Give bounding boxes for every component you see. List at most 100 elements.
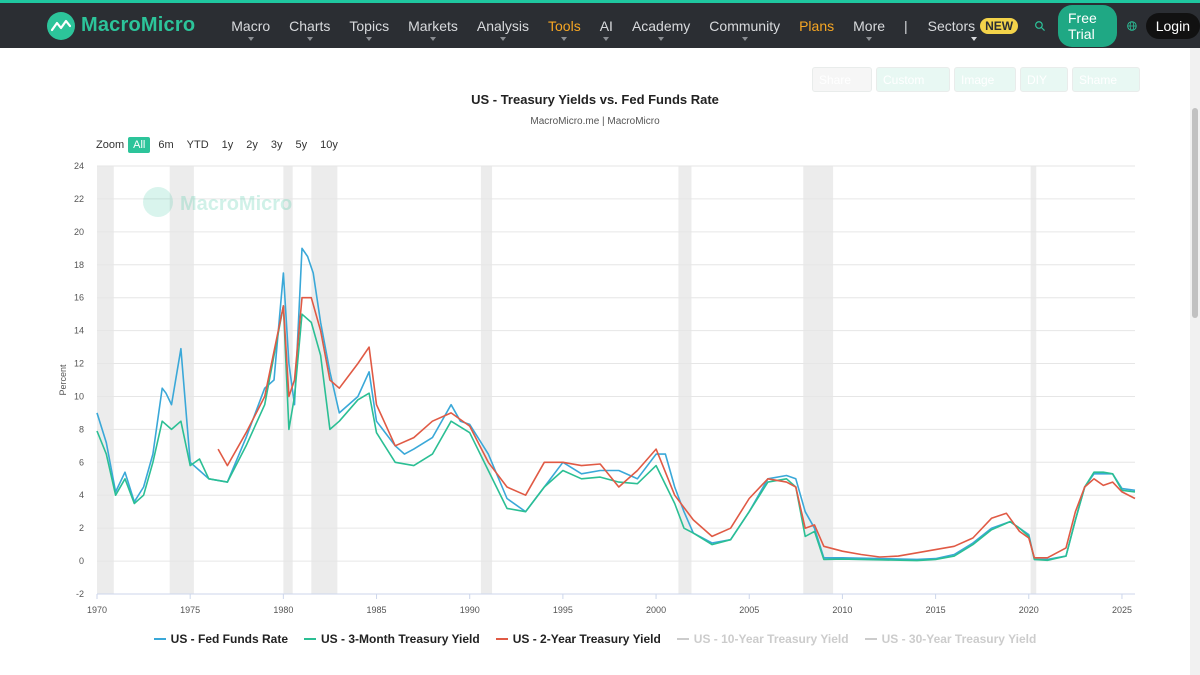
zoom-option-all[interactable]: All bbox=[128, 137, 151, 153]
legend-item[interactable]: US - 30-Year Treasury Yield bbox=[864, 632, 1036, 646]
x-tick-label: 1990 bbox=[460, 605, 480, 615]
legend-swatch bbox=[676, 638, 689, 640]
chevron-down-icon bbox=[366, 36, 373, 41]
zoom-option-ytd[interactable]: YTD bbox=[186, 139, 209, 151]
x-tick-label: 1980 bbox=[273, 605, 293, 615]
chart-legend: US - Fed Funds Rate US - 3-Month Treasury… bbox=[0, 632, 1190, 646]
x-tick-label: 2015 bbox=[926, 605, 946, 615]
main-nav: Macro Charts Topics Markets Analysis Tools AI A… bbox=[231, 17, 904, 41]
zoom-label: Zoom bbox=[96, 139, 125, 151]
login-button[interactable]: Login bbox=[1145, 12, 1200, 39]
nav-item-label: AI bbox=[599, 17, 613, 34]
nav-item-ai[interactable]: AI bbox=[599, 17, 613, 41]
x-tick-label: 2010 bbox=[832, 605, 852, 615]
toolbar-share-button[interactable]: Share bbox=[812, 67, 872, 92]
nav-item-analysis[interactable]: Analysis bbox=[476, 17, 530, 41]
chevron-down-icon bbox=[429, 36, 436, 41]
watermark-text: MacroMicro bbox=[180, 193, 292, 215]
legend-item[interactable]: US - 2-Year Treasury Yield bbox=[495, 632, 661, 646]
chart-title: US - Treasury Yields vs. Fed Funds Rate bbox=[471, 92, 719, 107]
y-tick-label: 6 bbox=[79, 457, 84, 467]
legend-label: US - 10-Year Treasury Yield bbox=[693, 632, 849, 646]
zoom-option-3y[interactable]: 3y bbox=[270, 139, 283, 151]
y-tick-label: 10 bbox=[74, 391, 84, 401]
nav-item-label: Community bbox=[709, 17, 781, 34]
y-tick-label: 24 bbox=[74, 161, 84, 171]
chevron-down-icon bbox=[306, 36, 313, 41]
legend-swatch bbox=[304, 638, 317, 640]
x-tick-label: 2000 bbox=[646, 605, 666, 615]
legend-item[interactable]: US - Fed Funds Rate bbox=[153, 632, 288, 646]
zoom-option-2y[interactable]: 2y bbox=[246, 139, 258, 151]
chevron-down-icon bbox=[741, 36, 748, 41]
legend-swatch bbox=[864, 638, 877, 640]
legend-swatch bbox=[495, 638, 508, 640]
series-line-2 bbox=[217, 296, 1136, 559]
nav-item-community[interactable]: Community bbox=[709, 17, 781, 41]
y-tick-label: 16 bbox=[74, 293, 84, 303]
nav-item-tools[interactable]: Tools bbox=[548, 18, 581, 41]
series-line-1 bbox=[96, 305, 1136, 562]
legend-item[interactable]: US - 3-Month Treasury Yield bbox=[304, 632, 480, 646]
nav-item-label: Analysis bbox=[476, 17, 530, 34]
scrollbar-thumb[interactable] bbox=[1192, 108, 1198, 318]
nav-separator: | bbox=[904, 17, 908, 34]
toolbar-button-label: Custom bbox=[883, 72, 925, 87]
y-axis-label: Percent bbox=[58, 364, 68, 396]
legend-swatch bbox=[153, 638, 166, 640]
y-tick-label: 18 bbox=[74, 260, 84, 270]
nav-item-topics[interactable]: Topics bbox=[349, 18, 389, 41]
toolbar-custom-button[interactable]: Custom bbox=[876, 67, 950, 92]
search-icon[interactable] bbox=[1034, 17, 1046, 35]
x-tick-label: 1985 bbox=[367, 605, 387, 615]
nav-item-more[interactable]: More bbox=[853, 17, 886, 41]
x-tick-label: 2020 bbox=[1019, 605, 1039, 615]
y-tick-label: 0 bbox=[79, 556, 84, 566]
y-tick-label: 8 bbox=[79, 424, 84, 434]
chevron-down-icon bbox=[499, 36, 506, 41]
chevron-down-icon bbox=[561, 36, 568, 41]
y-tick-label: -2 bbox=[76, 589, 84, 599]
toolbar-button-label: Image bbox=[961, 72, 995, 87]
zoom-option-1y[interactable]: 1y bbox=[221, 139, 234, 151]
recession-band bbox=[169, 166, 194, 594]
x-tick-label: 2025 bbox=[1112, 605, 1132, 615]
zoom-selector: Zoom All 6m YTD 1y 2y 3y 5y 10y bbox=[96, 137, 346, 153]
toolbar-button-label: Shame bbox=[1079, 72, 1118, 87]
nav-item-label: More bbox=[853, 17, 886, 34]
nav-item-plans[interactable]: Plans bbox=[799, 18, 834, 34]
legend-label: US - 2-Year Treasury Yield bbox=[512, 632, 661, 646]
recession-band bbox=[803, 166, 834, 594]
nav-item-markets[interactable]: Markets bbox=[408, 18, 458, 41]
x-tick-label: 1970 bbox=[87, 605, 107, 615]
chevron-down-icon bbox=[866, 36, 873, 41]
recession-band bbox=[678, 166, 692, 594]
top-accent-bar bbox=[0, 0, 1200, 3]
free-trial-button[interactable]: Free Trial bbox=[1057, 4, 1117, 47]
legend-item[interactable]: US - 10-Year Treasury Yield bbox=[676, 632, 849, 646]
x-tick-label: 1975 bbox=[180, 605, 200, 615]
new-badge: NEW bbox=[980, 17, 1019, 34]
globe-icon[interactable] bbox=[1126, 17, 1138, 35]
nav-item-label: Academy bbox=[631, 17, 691, 34]
chevron-down-icon bbox=[603, 36, 610, 41]
zoom-option-10y[interactable]: 10y bbox=[320, 139, 338, 151]
toolbar-shame-button[interactable]: Shame bbox=[1072, 67, 1140, 92]
nav-item-macro[interactable]: Macro bbox=[231, 18, 270, 41]
nav-item-charts[interactable]: Charts bbox=[289, 18, 330, 41]
page-scrollbar[interactable] bbox=[1190, 48, 1200, 675]
series-line-0 bbox=[96, 247, 1136, 561]
brand-name: MacroMicro bbox=[81, 14, 196, 36]
toolbar-button-label: DIY bbox=[1027, 72, 1048, 87]
zoom-option-6m[interactable]: 6m bbox=[158, 139, 174, 151]
x-tick-label: 1995 bbox=[553, 605, 573, 615]
nav-item-academy[interactable]: Academy bbox=[631, 17, 691, 41]
toolbar-image-button[interactable]: Image bbox=[954, 67, 1016, 92]
brand-logo[interactable]: MacroMicro bbox=[47, 11, 196, 40]
y-tick-label: 22 bbox=[74, 194, 84, 204]
chart-toolbar: Share Custom Image DIY Shame bbox=[812, 67, 1144, 92]
y-tick-label: 2 bbox=[79, 523, 84, 533]
zoom-option-5y[interactable]: 5y bbox=[295, 139, 308, 151]
nav-item-sectors[interactable]: Sectors bbox=[928, 18, 977, 41]
toolbar-diy-button[interactable]: DIY bbox=[1020, 67, 1068, 92]
